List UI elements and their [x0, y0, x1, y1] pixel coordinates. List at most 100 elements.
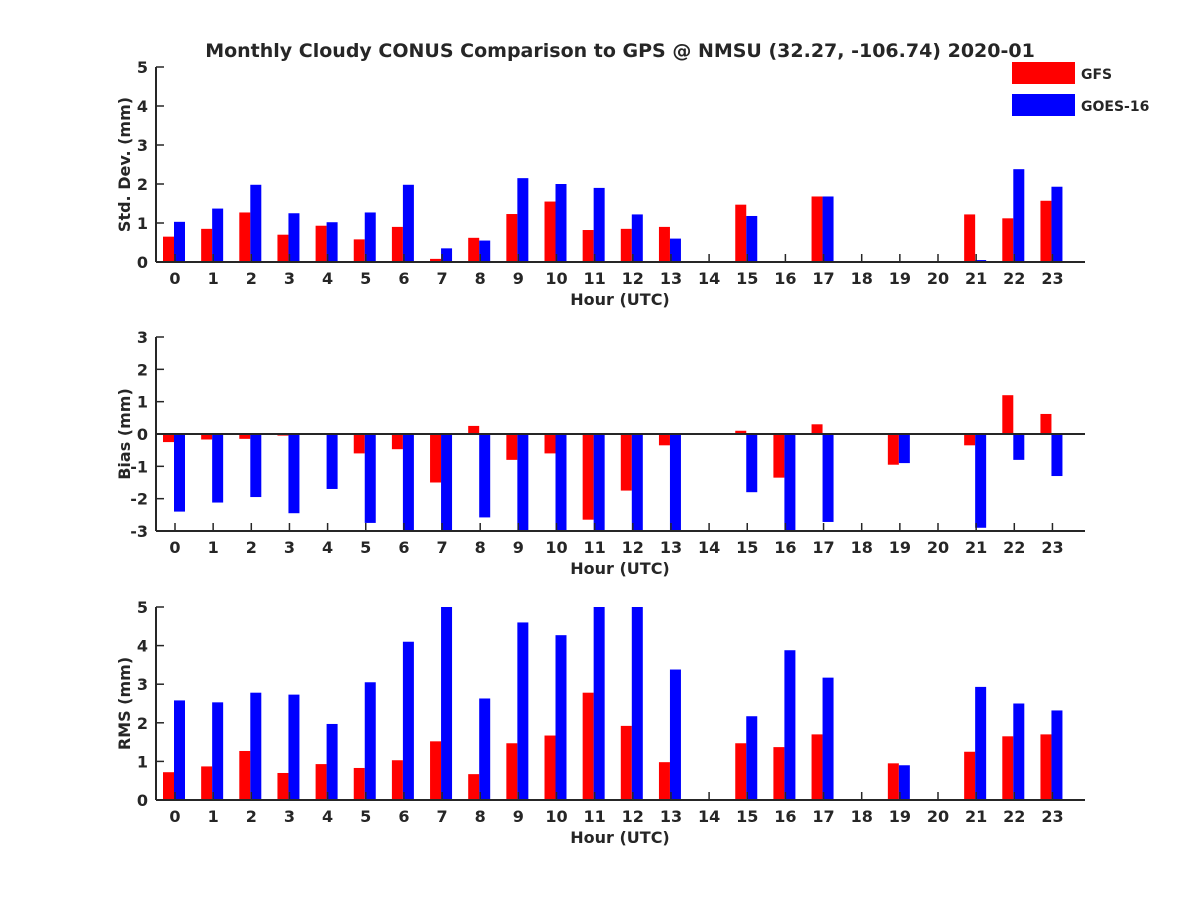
- std-dev-x-tick-label: 6: [398, 269, 409, 288]
- bias-bar-goes-16-12: [631, 434, 643, 531]
- rms-bar-goes-16-9: [517, 622, 529, 800]
- std-dev-x-tick-label: 16: [774, 269, 796, 288]
- std-dev-x-tick-label: 15: [736, 269, 758, 288]
- std-dev-y-tick-label: 4: [137, 97, 148, 116]
- rms-x-tick-label: 1: [208, 807, 219, 826]
- std-dev-bar-gfs-10: [544, 201, 556, 262]
- bias-bar-gfs-15: [735, 430, 747, 434]
- bias-y-tick-label: -1: [130, 457, 148, 476]
- rms-bar-gfs-21: [964, 751, 976, 800]
- bias-bar-gfs-2: [239, 434, 251, 439]
- bias-bar-gfs-9: [506, 434, 518, 460]
- std-dev-x-tick-label: 21: [965, 269, 987, 288]
- legend: GFS GOES-16: [1012, 62, 1149, 116]
- rms-x-tick-label: 6: [398, 807, 409, 826]
- bias-bar-gfs-16: [773, 434, 785, 478]
- bias-x-tick-label: 19: [889, 538, 911, 557]
- std-dev-bar-gfs-7: [430, 258, 442, 262]
- bias-x-tick-label: 20: [927, 538, 949, 557]
- std-dev-x-tick-label: 2: [246, 269, 257, 288]
- std-dev-y-tick-label: 3: [137, 136, 148, 155]
- rms-x-tick-label: 2: [246, 807, 257, 826]
- chart-title: Monthly Cloudy CONUS Comparison to GPS @…: [205, 40, 1035, 62]
- rms-y-axis-label: RMS (mm): [115, 657, 134, 750]
- rms-bar-gfs-5: [353, 767, 365, 800]
- std-dev-x-tick-label: 13: [660, 269, 682, 288]
- std-dev-x-axis-label: Hour (UTC): [570, 290, 670, 309]
- bias-bar-goes-16-22: [1013, 434, 1025, 460]
- std-dev-x-tick-label: 9: [513, 269, 524, 288]
- bias-x-tick-label: 18: [851, 538, 873, 557]
- std-dev-bar-gfs-17: [811, 196, 823, 262]
- std-dev-bar-goes-16-12: [631, 214, 643, 262]
- rms-bar-gfs-17: [811, 734, 823, 800]
- bias-x-tick-label: 0: [169, 538, 180, 557]
- std-dev-bar-gfs-21: [964, 214, 976, 262]
- bias-x-tick-label: 9: [513, 538, 524, 557]
- std-dev-bar-goes-16-5: [364, 212, 376, 262]
- rms-bar-gfs-6: [391, 760, 403, 800]
- std-dev-bar-gfs-0: [163, 236, 174, 262]
- bias-bar-goes-16-21: [975, 434, 987, 528]
- bias-bar-gfs-22: [1002, 395, 1014, 434]
- std-dev-bar-gfs-1: [201, 228, 213, 262]
- bias-bar-gfs-19: [887, 434, 899, 465]
- rms-bar-gfs-9: [506, 743, 518, 800]
- bias-x-tick-label: 4: [322, 538, 333, 557]
- bias-y-axis-label: Bias (mm): [115, 388, 134, 480]
- rms-bar-gfs-23: [1040, 734, 1052, 800]
- rms-bar-gfs-8: [468, 774, 480, 800]
- rms-x-tick-label: 3: [284, 807, 295, 826]
- bias-bar-gfs-1: [201, 434, 213, 440]
- std-dev-x-tick-label: 4: [322, 269, 333, 288]
- std-dev-bar-goes-16-2: [250, 184, 262, 262]
- bias-bar-gfs-11: [582, 434, 594, 520]
- rms-y-tick-label: 4: [137, 637, 148, 656]
- legend-swatch-gfs: [1012, 62, 1075, 84]
- rms-x-axis-label: Hour (UTC): [570, 828, 670, 847]
- std-dev-bar-gfs-12: [620, 228, 632, 262]
- rms-y-tick-label: 1: [137, 752, 148, 771]
- std-dev-bar-gfs-13: [658, 226, 670, 262]
- bias-bar-goes-16-17: [822, 434, 834, 522]
- rms-bar-gfs-12: [620, 725, 632, 800]
- rms-bar-goes-16-17: [822, 677, 834, 800]
- std-dev-x-tick-label: 7: [436, 269, 447, 288]
- rms-x-tick-label: 23: [1041, 807, 1063, 826]
- rms-x-tick-label: 15: [736, 807, 758, 826]
- bias-bar-goes-16-5: [364, 434, 376, 523]
- bias-y-tick-label: 1: [137, 393, 148, 412]
- rms-bar-goes-16-15: [746, 716, 758, 800]
- rms-bar-goes-16-7: [441, 607, 453, 800]
- std-dev-bar-goes-16-13: [669, 238, 681, 262]
- rms-bar-goes-16-16: [784, 650, 796, 800]
- rms-bar-gfs-13: [658, 762, 670, 800]
- rms-x-tick-label: 16: [774, 807, 796, 826]
- std-dev-bar-gfs-2: [239, 212, 251, 262]
- std-dev-x-tick-label: 3: [284, 269, 295, 288]
- bias-bar-goes-16-19: [898, 434, 910, 464]
- rms-x-tick-label: 12: [622, 807, 644, 826]
- std-dev-bar-gfs-15: [735, 204, 747, 262]
- std-dev-x-tick-label: 11: [584, 269, 606, 288]
- std-dev-y-axis-label: Std. Dev. (mm): [115, 97, 134, 232]
- rms-bar-goes-16-23: [1051, 710, 1063, 800]
- std-dev-bar-goes-16-4: [326, 222, 338, 262]
- bias-bar-gfs-10: [544, 434, 556, 454]
- rms-x-tick-label: 20: [927, 807, 949, 826]
- rms-bar-goes-16-0: [174, 700, 185, 800]
- bias-x-tick-label: 12: [622, 538, 644, 557]
- bias-x-tick-label: 8: [475, 538, 486, 557]
- bias-bar-gfs-17: [811, 424, 823, 434]
- rms-bar-goes-16-22: [1013, 703, 1025, 800]
- rms-x-tick-label: 10: [545, 807, 567, 826]
- std-dev-bar-gfs-23: [1040, 200, 1052, 262]
- rms-bar-gfs-10: [544, 735, 556, 800]
- std-dev-bar-gfs-22: [1002, 218, 1014, 262]
- bias-bar-goes-16-13: [669, 434, 681, 531]
- std-dev-bar-goes-16-9: [517, 178, 529, 262]
- std-dev-bar-gfs-6: [391, 226, 403, 262]
- bias-bar-goes-16-8: [479, 434, 491, 518]
